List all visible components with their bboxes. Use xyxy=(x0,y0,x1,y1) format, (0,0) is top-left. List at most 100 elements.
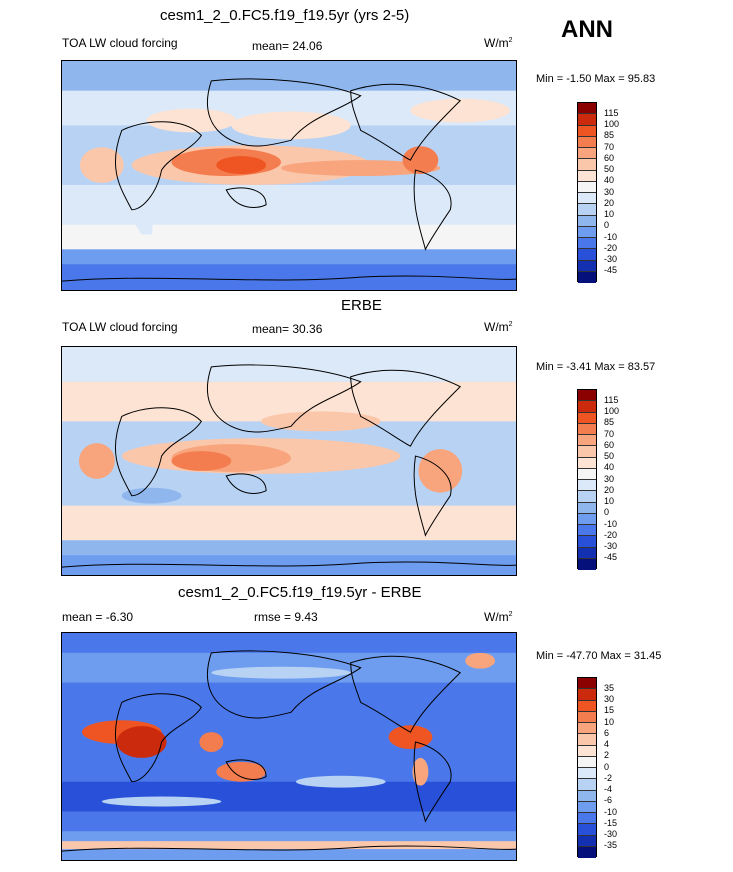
panel3-map xyxy=(61,632,517,861)
colorbar-tick-label: -4 xyxy=(604,784,613,794)
colorbar-tick-label: -10 xyxy=(604,231,618,242)
colorbar-swatch xyxy=(578,181,596,193)
colorbar-tick-label: 40 xyxy=(604,462,615,473)
colorbar-swatch xyxy=(578,226,596,238)
panel1-colorbar xyxy=(577,102,597,283)
colorbar-swatch xyxy=(578,170,596,182)
colorbar-swatch xyxy=(578,768,596,780)
panel2-map xyxy=(61,346,517,576)
colorbar-tick-label: -30 xyxy=(604,829,618,839)
panel2-variable-label: TOA LW cloud forcing xyxy=(62,320,178,334)
colorbar-swatch xyxy=(578,525,596,537)
panel1-title: cesm1_2_0.FC5.f19_f19.5yr (yrs 2-5) xyxy=(160,7,410,24)
colorbar-tick-label: 85 xyxy=(604,417,615,428)
colorbar-tick-label: 0 xyxy=(604,220,610,231)
colorbar-swatch xyxy=(578,723,596,735)
colorbar-tick-label: 0 xyxy=(604,761,610,772)
panel1-mean-label: mean= 24.06 xyxy=(252,39,323,53)
panel3-minmax: Min = -47.70 Max = 31.45 xyxy=(536,650,662,662)
panel1-minmax: Min = -1.50 Max = 95.83 xyxy=(536,73,656,85)
colorbar-swatch xyxy=(578,423,596,435)
colorbar-tick-label: 20 xyxy=(604,484,615,495)
colorbar-tick-label: 6 xyxy=(604,727,610,738)
colorbar-tick-label: -45 xyxy=(604,265,618,276)
colorbar-tick-label: 50 xyxy=(604,164,615,174)
colorbar-swatch xyxy=(578,801,596,813)
colorbar-tick-label: -15 xyxy=(604,817,618,828)
panel1-variable-label: TOA LW cloud forcing xyxy=(62,36,178,50)
colorbar-tick-label: 30 xyxy=(604,473,615,484)
panel2-mean-label: mean= 30.36 xyxy=(252,322,323,336)
colorbar-swatch xyxy=(578,835,596,847)
colorbar-tick-label: -20 xyxy=(604,242,618,253)
colorbar-swatch xyxy=(578,114,596,126)
colorbar-swatch xyxy=(578,689,596,701)
colorbar-swatch xyxy=(578,678,596,690)
colorbar-swatch xyxy=(578,547,596,559)
colorbar-tick-label: -2 xyxy=(604,772,613,783)
colorbar-swatch xyxy=(578,756,596,768)
season-label: ANN xyxy=(561,16,613,43)
colorbar-tick-label: 0 xyxy=(604,507,610,518)
colorbar-swatch xyxy=(578,457,596,469)
panel2-minmax: Min = -3.41 Max = 83.57 xyxy=(536,361,656,373)
colorbar-tick-label: 2 xyxy=(604,750,610,761)
colorbar-swatch xyxy=(578,125,596,137)
colorbar-tick-label: 10 xyxy=(604,716,615,727)
colorbar-tick-label: 15 xyxy=(604,705,615,716)
colorbar-tick-label: 40 xyxy=(604,175,615,186)
panel2-units: W/m2 xyxy=(484,320,513,334)
colorbar-swatch xyxy=(578,790,596,802)
colorbar-tick-label: -35 xyxy=(604,840,618,851)
colorbar-tick-label: -20 xyxy=(604,529,618,540)
panel3-mean-label: mean = -6.30 xyxy=(62,610,134,624)
colorbar-swatch xyxy=(578,136,596,148)
colorbar-tick-label: 60 xyxy=(604,439,615,450)
colorbar-swatch xyxy=(578,824,596,836)
colorbar-tick-label: 50 xyxy=(604,451,615,461)
colorbar-swatch xyxy=(578,513,596,525)
colorbar-swatch xyxy=(578,711,596,723)
colorbar-tick-label: 20 xyxy=(604,197,615,208)
colorbar-tick-label: -45 xyxy=(604,552,618,563)
colorbar-swatch xyxy=(578,401,596,413)
colorbar-tick-label: 10 xyxy=(604,209,615,219)
colorbar-swatch xyxy=(578,700,596,712)
colorbar-swatch xyxy=(578,260,596,272)
colorbar-tick-label: -10 xyxy=(604,518,618,529)
colorbar-swatch xyxy=(578,468,596,480)
colorbar-tick-label: 100 xyxy=(604,406,620,416)
colorbar-swatch xyxy=(578,446,596,458)
colorbar-tick-label: -6 xyxy=(604,795,613,806)
colorbar-tick-label: 10 xyxy=(604,496,615,506)
colorbar-swatch xyxy=(578,846,596,858)
colorbar-tick-label: 70 xyxy=(604,141,615,152)
panel2-colorbar xyxy=(577,389,597,570)
colorbar-swatch xyxy=(578,103,596,115)
colorbar-swatch xyxy=(578,779,596,791)
colorbar-swatch xyxy=(578,480,596,492)
panel3-rmse-label: rmse = 9.43 xyxy=(254,610,318,624)
colorbar-swatch xyxy=(578,558,596,570)
colorbar-swatch xyxy=(578,734,596,746)
panel2-title: ERBE xyxy=(341,297,382,314)
colorbar-tick-label: 115 xyxy=(604,107,619,118)
colorbar-swatch xyxy=(578,204,596,216)
panel3-units: W/m2 xyxy=(484,610,513,624)
colorbar-tick-label: 85 xyxy=(604,130,615,141)
colorbar-tick-label: -10 xyxy=(604,806,618,817)
colorbar-tick-label: -30 xyxy=(604,541,618,551)
colorbar-swatch xyxy=(578,249,596,261)
colorbar-swatch xyxy=(578,159,596,171)
panel3-title: cesm1_2_0.FC5.f19_f19.5yr - ERBE xyxy=(178,584,422,601)
panel1-units: W/m2 xyxy=(484,36,513,50)
colorbar-swatch xyxy=(578,745,596,757)
colorbar-swatch xyxy=(578,193,596,205)
colorbar-tick-label: 4 xyxy=(604,739,610,749)
colorbar-tick-label: 100 xyxy=(604,119,620,129)
colorbar-tick-label: 70 xyxy=(604,428,615,439)
colorbar-swatch xyxy=(578,148,596,160)
colorbar-tick-label: 30 xyxy=(604,186,615,197)
colorbar-swatch xyxy=(578,435,596,447)
colorbar-tick-label: 60 xyxy=(604,152,615,163)
